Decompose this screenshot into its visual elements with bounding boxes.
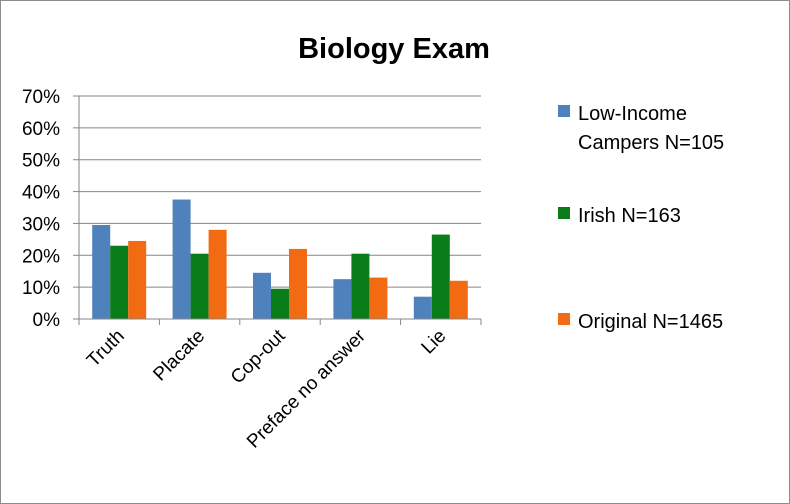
bar xyxy=(271,288,289,319)
legend-item-original: Original N=1465 xyxy=(558,308,728,337)
legend-swatch-original xyxy=(558,313,570,325)
x-tick-label: Cop-out xyxy=(227,325,290,388)
bar xyxy=(413,296,432,319)
y-tick-label: 70% xyxy=(22,87,60,108)
bar xyxy=(333,279,352,319)
bar xyxy=(208,229,227,319)
y-tick-label: 10% xyxy=(22,278,60,299)
chart-title: Biology Exam xyxy=(298,33,490,65)
y-tick-label: 20% xyxy=(22,246,60,267)
y-tick-label: 30% xyxy=(22,214,60,235)
bar xyxy=(128,240,147,319)
bar xyxy=(351,253,370,319)
bar xyxy=(289,248,307,319)
bar xyxy=(190,253,209,319)
legend-swatch-low-income xyxy=(558,105,570,117)
axes xyxy=(73,95,482,325)
y-tick-label: 0% xyxy=(33,310,61,331)
bar xyxy=(110,245,129,319)
y-tick-label: 50% xyxy=(22,151,60,172)
y-tick-labels: 0% 10% 20% 30% 40% 50% 60% 70% xyxy=(22,87,60,331)
y-tick-label: 60% xyxy=(22,119,60,140)
x-tick-label: Truth xyxy=(83,326,129,372)
x-tick-label: Lie xyxy=(418,326,451,359)
bar xyxy=(431,234,450,319)
legend-swatch-irish xyxy=(558,207,570,219)
bar xyxy=(253,272,271,319)
legend-item-low-income: Low-Income Campers N=105 xyxy=(558,100,728,158)
y-tick-label: 40% xyxy=(22,183,60,204)
bar xyxy=(369,277,388,319)
legend-item-irish: Irish N=163 xyxy=(558,202,728,231)
bar xyxy=(172,199,191,319)
legend-label-irish: Irish N=163 xyxy=(578,205,681,227)
bar xyxy=(92,225,111,319)
legend-label-original: Original N=1465 xyxy=(578,311,724,333)
legend-label-low-income: Low-Income Campers N=105 xyxy=(578,103,725,154)
x-tick-label: Placate xyxy=(149,326,209,386)
bar xyxy=(449,280,468,319)
bars xyxy=(92,199,468,319)
